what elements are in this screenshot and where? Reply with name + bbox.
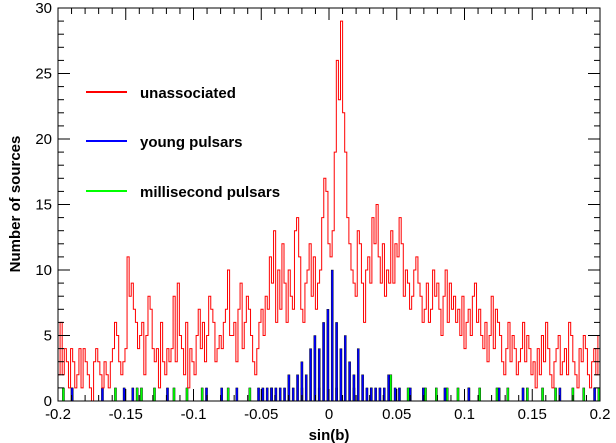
young-pulsar-bar <box>339 348 343 402</box>
young-pulsar-bar <box>101 387 104 402</box>
msp-bar <box>541 387 544 402</box>
young-pulsar-bar <box>369 387 373 402</box>
axis-ticks <box>57 7 601 402</box>
young-pulsar-bar <box>497 387 501 402</box>
young-pulsar-bar <box>261 387 265 402</box>
young-pulsar-bar <box>122 387 126 402</box>
y-tick-label: 5 <box>44 328 52 345</box>
young-pulsar-bar <box>361 374 364 402</box>
young-pulsar-bar <box>235 387 239 402</box>
msp-bar <box>114 387 117 402</box>
young-pulsar-bar <box>317 348 321 402</box>
y-tick-labels: 0 5 10 15 20 25 30 <box>35 0 52 410</box>
msp-bar <box>506 387 510 402</box>
msp-bar <box>248 387 252 402</box>
young-pulsar-bar <box>313 335 317 402</box>
x-tick-label: 0.15 <box>518 406 547 423</box>
msp-bar <box>226 387 230 402</box>
series-unassociated-line <box>58 20 600 402</box>
young-pulsar-bar <box>387 374 390 402</box>
y-tick-label: 0 <box>44 393 52 410</box>
msp-bar <box>389 374 393 402</box>
pulsar-bars <box>62 269 601 402</box>
young-pulsar-bar <box>393 387 397 402</box>
msp-bar <box>172 387 176 402</box>
msp-bar <box>526 387 529 402</box>
young-pulsar-bar <box>270 387 273 402</box>
young-pulsar-bar <box>278 387 282 402</box>
young-pulsar-bar <box>131 387 135 402</box>
young-pulsar-bar <box>309 348 312 402</box>
young-pulsar-bar <box>291 387 295 402</box>
legend-label-millisecond-pulsars: millisecond pulsars <box>140 184 280 201</box>
young-pulsar-bar <box>378 387 382 402</box>
young-pulsar-bar <box>335 322 338 402</box>
x-tick-label: -0.05 <box>244 406 278 423</box>
msp-bar <box>62 387 65 402</box>
msp-bar <box>424 387 427 402</box>
msp-bar <box>554 387 557 402</box>
young-pulsar-bar <box>304 374 308 402</box>
x-tick-label: 0 <box>325 406 333 423</box>
msp-bar <box>478 387 481 402</box>
msp-bar <box>185 387 189 402</box>
msp-bar <box>495 387 499 402</box>
x-tick-label: -0.2 <box>45 406 71 423</box>
young-pulsar-bar <box>352 374 356 402</box>
legend-label-unassociated: unassociated <box>140 85 236 102</box>
young-pulsar-bar <box>356 348 360 402</box>
young-pulsar-bar <box>521 387 525 402</box>
msp-bar <box>153 387 156 402</box>
young-pulsar-bar <box>283 387 286 402</box>
young-pulsar-bar <box>326 309 330 402</box>
msp-bar <box>456 387 460 402</box>
x-axis-title: sin(b) <box>309 427 350 443</box>
young-pulsar-bar <box>374 387 377 402</box>
msp-bar <box>140 387 143 402</box>
y-tick-label: 10 <box>35 262 52 279</box>
x-tick-label: -0.15 <box>109 406 143 423</box>
msp-bar <box>135 387 139 402</box>
y-tick-label: 25 <box>35 66 52 83</box>
msp-bar <box>582 387 586 402</box>
legend: unassociated young pulsars millisecond p… <box>86 85 280 201</box>
x-tick-labels: -0.2 -0.15 -0.1 -0.05 0 0.05 0.1 0.15 0.2 <box>45 406 610 423</box>
y-tick-label: 20 <box>35 131 52 148</box>
x-tick-label: 0.05 <box>382 406 411 423</box>
y-tick-label: 30 <box>35 0 52 17</box>
msp-bar <box>200 387 204 402</box>
young-pulsar-bar <box>348 361 351 402</box>
young-pulsar-bar <box>398 387 401 402</box>
x-tick-label: 0.2 <box>590 406 611 423</box>
young-pulsar-bar <box>593 387 596 402</box>
msp-bar <box>406 387 410 402</box>
legend-label-young-pulsars: young pulsars <box>140 134 243 151</box>
x-tick-label: 0.1 <box>454 406 475 423</box>
young-pulsar-bar <box>322 322 325 402</box>
young-pulsar-bar <box>257 387 260 402</box>
young-pulsar-bar <box>365 387 369 402</box>
young-pulsar-bar <box>467 387 471 402</box>
young-pulsar-bar <box>443 387 447 402</box>
young-pulsar-bar <box>330 269 334 402</box>
young-pulsar-bar <box>265 387 269 402</box>
young-pulsar-bar <box>343 335 347 402</box>
y-axis-title: Number of sources <box>7 136 24 273</box>
young-pulsar-bar <box>296 374 299 402</box>
y-tick-label: 15 <box>35 197 52 214</box>
x-tick-label: -0.1 <box>181 406 207 423</box>
msp-bar <box>445 387 449 402</box>
